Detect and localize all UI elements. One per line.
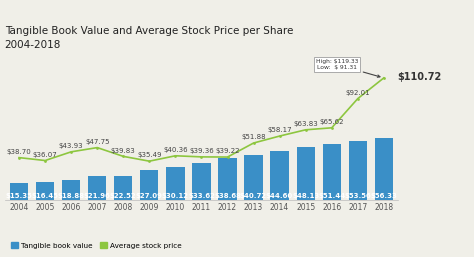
- Bar: [349, 141, 367, 200]
- Text: $39.36: $39.36: [189, 148, 214, 154]
- Text: $63.83: $63.83: [293, 121, 318, 127]
- Bar: [88, 176, 106, 200]
- Text: $51.44: $51.44: [318, 193, 346, 199]
- Text: Tangible Book Value and Average Stock Price per Share
2004-2018: Tangible Book Value and Average Stock Pr…: [5, 26, 293, 50]
- Text: $39.22: $39.22: [215, 148, 240, 154]
- Bar: [114, 176, 132, 200]
- Bar: [166, 167, 184, 200]
- Text: $53.56: $53.56: [345, 193, 371, 199]
- Text: $16.45: $16.45: [32, 193, 59, 199]
- Text: High: $119.33
Low:  $ 91.31: High: $119.33 Low: $ 91.31: [316, 59, 380, 77]
- Text: $65.62: $65.62: [319, 119, 344, 125]
- Text: $51.88: $51.88: [241, 134, 266, 140]
- Text: $35.49: $35.49: [137, 152, 162, 158]
- Legend: Tangible book value, Average stock price: Tangible book value, Average stock price: [9, 240, 185, 252]
- Text: $40.72: $40.72: [240, 193, 267, 199]
- Bar: [10, 183, 28, 200]
- Bar: [323, 143, 341, 200]
- Text: $44.60: $44.60: [266, 193, 293, 199]
- Text: $36.07: $36.07: [33, 152, 57, 158]
- Text: $38.70: $38.70: [7, 149, 31, 155]
- Text: $40.36: $40.36: [163, 147, 188, 153]
- Bar: [375, 138, 393, 200]
- Bar: [297, 147, 315, 200]
- Text: $110.72: $110.72: [397, 72, 441, 82]
- Bar: [36, 182, 54, 200]
- Text: $30.12: $30.12: [162, 193, 189, 199]
- Bar: [245, 155, 263, 200]
- Text: $47.75: $47.75: [85, 139, 109, 145]
- Bar: [140, 170, 158, 200]
- Bar: [62, 180, 80, 200]
- Text: $33.62: $33.62: [188, 193, 215, 199]
- Text: $43.93: $43.93: [59, 143, 83, 149]
- Text: $39.83: $39.83: [111, 148, 136, 154]
- Text: $92.01: $92.01: [346, 90, 370, 96]
- Text: $48.13: $48.13: [292, 193, 319, 199]
- Bar: [219, 158, 237, 200]
- Text: $38.68: $38.68: [214, 193, 241, 199]
- Text: $21.96: $21.96: [84, 193, 110, 199]
- Bar: [271, 151, 289, 200]
- Bar: [192, 163, 210, 200]
- Text: $56.33: $56.33: [370, 193, 397, 199]
- Text: $15.35: $15.35: [6, 193, 33, 199]
- Text: $58.17: $58.17: [267, 127, 292, 133]
- Text: $22.52: $22.52: [110, 193, 137, 199]
- Text: $18.88: $18.88: [58, 193, 85, 199]
- Text: $27.09: $27.09: [136, 193, 163, 199]
